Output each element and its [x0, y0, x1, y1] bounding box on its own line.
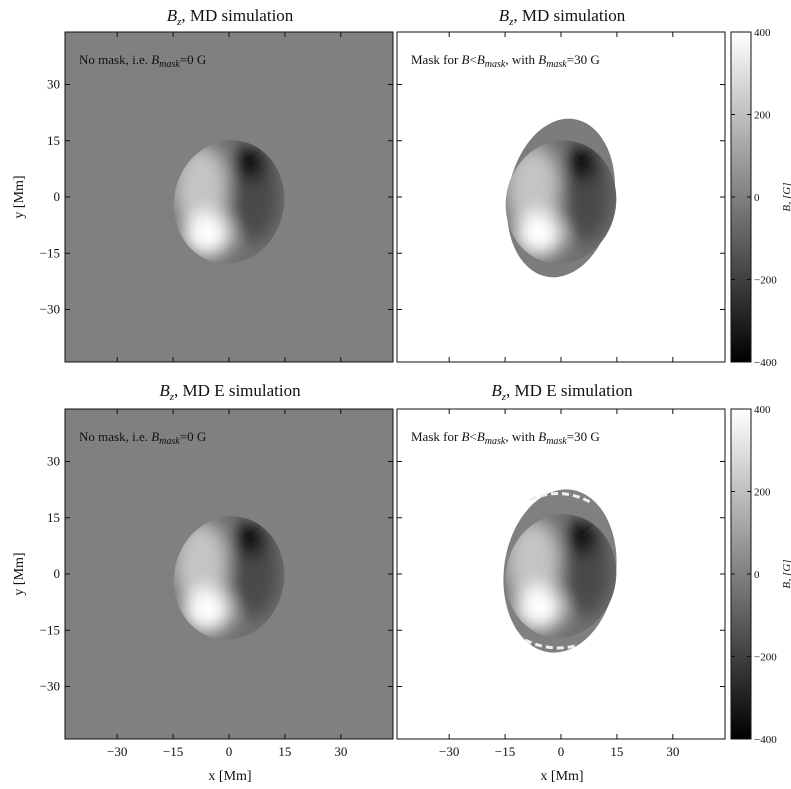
- xlabel-right: x [Mm]: [540, 769, 583, 784]
- y-tick-label: 0: [54, 566, 61, 581]
- x-tick-label: −15: [495, 744, 515, 759]
- x-tick-label: −30: [107, 744, 127, 759]
- y-tick-label: 15: [47, 133, 60, 148]
- panel-md-nomask: [64, 31, 394, 363]
- y-tick-label: −30: [40, 302, 60, 317]
- colorbar-label-bottom: Bz [G]: [781, 559, 791, 588]
- colorbar-tick-label: 0: [754, 192, 760, 204]
- colorbar-tick-label: −400: [754, 734, 777, 746]
- ylabel-bottom: y [Mm]: [12, 552, 27, 595]
- colorbar-tick-label: 200: [754, 487, 771, 499]
- panel-md-mask: [396, 31, 726, 363]
- colorbar-tick-label: −200: [754, 275, 777, 287]
- note-mask-1: Mask for B<Bmask, with Bmask=30 G: [411, 52, 600, 70]
- x-tick-label: 0: [226, 744, 233, 759]
- title-panel-4: Bz, MD E simulation: [491, 381, 633, 403]
- note-mask-2: Mask for B<Bmask, with Bmask=30 G: [411, 429, 600, 447]
- x-tick-label: −15: [163, 744, 183, 759]
- x-tick-label: −30: [439, 744, 459, 759]
- y-tick-label: −30: [40, 679, 60, 694]
- x-tick-label: 15: [278, 744, 291, 759]
- x-tick-label: 30: [334, 744, 347, 759]
- colorbar-label-top: Bz [G]: [781, 182, 791, 211]
- ylabel-top: y [Mm]: [12, 175, 27, 218]
- panel-mde-nomask: [64, 408, 394, 740]
- note-nomask-2: No mask, i.e. Bmask=0 G: [79, 429, 206, 447]
- panel-mde-mask: [396, 408, 726, 740]
- y-tick-label: 15: [47, 510, 60, 525]
- y-tick-label: 30: [47, 454, 60, 469]
- colorbar-tick-label: −400: [754, 357, 777, 369]
- y-tick-label: −15: [40, 245, 60, 260]
- title-panel-2: Bz, MD simulation: [499, 6, 626, 28]
- x-tick-label: 30: [666, 744, 679, 759]
- title-panel-3: Bz, MD E simulation: [159, 381, 301, 403]
- note-nomask-1: No mask, i.e. Bmask=0 G: [79, 52, 206, 70]
- y-tick-label: 30: [47, 77, 60, 92]
- colorbar-tick-label: 200: [754, 110, 771, 122]
- x-tick-label: 0: [558, 744, 565, 759]
- x-tick-label: 15: [610, 744, 623, 759]
- xlabel-left: x [Mm]: [208, 769, 251, 784]
- colorbar-tick-label: −200: [754, 652, 777, 664]
- axis-ticks: 30 15 0 −15 −30 −30 −15 0 15 30 30 15 0 −15 −30 −30 −15 0…: [40, 27, 778, 759]
- colorbar-tick-label: 400: [754, 27, 771, 39]
- y-tick-label: −15: [40, 622, 60, 637]
- title-panel-1: Bz, MD simulation: [167, 6, 294, 28]
- y-tick-label: 0: [54, 189, 61, 204]
- colorbar-tick-label: 0: [754, 569, 760, 581]
- colorbar-tick-label: 400: [754, 404, 771, 416]
